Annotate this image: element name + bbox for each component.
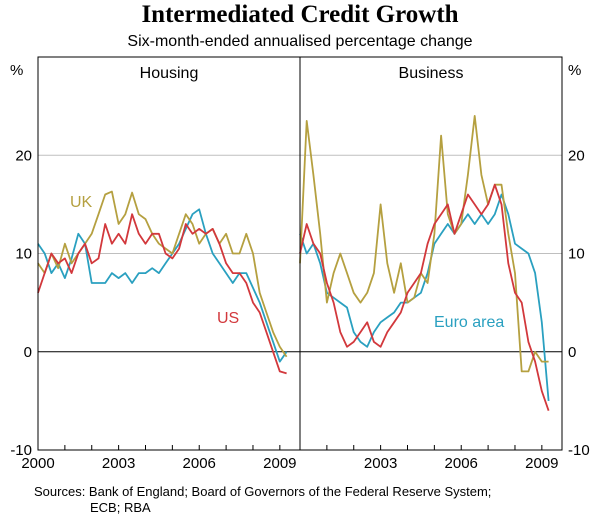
sources-line-1: Sources: Bank of England; Board of Gover… xyxy=(34,484,491,499)
sources-line-2: ECB; RBA xyxy=(90,500,151,515)
business-euro-line xyxy=(299,193,550,401)
x-tick-label: 2006 xyxy=(445,455,478,472)
x-tick-label: 2003 xyxy=(364,455,397,472)
x-tick-label: 2009 xyxy=(525,455,558,472)
business-us-line xyxy=(299,183,550,411)
housing-uk-line xyxy=(37,190,288,358)
x-tick-label: 2000 xyxy=(21,455,54,472)
y-tick-label-right: 10 xyxy=(568,246,585,263)
panel-title-business: Business xyxy=(399,65,464,82)
y-tick-label-right: 0 xyxy=(568,344,576,361)
y-tick-label-left: 10 xyxy=(15,246,32,263)
uk-label: UK xyxy=(70,194,93,211)
chart-title: Intermediated Credit Growth xyxy=(141,1,458,28)
y-unit-right: % xyxy=(568,62,581,79)
y-tick-label-right: 20 xyxy=(568,147,585,164)
panel-titles: Housing Business xyxy=(140,65,464,82)
y-tick-label-right: -10 xyxy=(568,442,590,459)
us-label: US xyxy=(217,310,239,327)
housing-euro-line xyxy=(37,208,288,363)
y-tick-label-left: 0 xyxy=(24,344,32,361)
y-tick-label-left: -10 xyxy=(10,442,32,459)
x-tick-label: 2009 xyxy=(263,455,296,472)
x-tick-label: 2003 xyxy=(102,455,135,472)
y-axis-ticks: -10 -10 0 0 10 10 20 20 xyxy=(10,147,589,459)
series-layer xyxy=(37,115,550,411)
x-axis-ticks: 2000 2003 2006 2009 2003 2006 2009 xyxy=(21,445,559,472)
housing-us-line xyxy=(37,213,287,375)
x-tick-label: 2006 xyxy=(183,455,216,472)
euro-area-label: Euro area xyxy=(434,314,504,331)
y-unit-left: % xyxy=(10,62,23,79)
y-tick-label-left: 20 xyxy=(15,147,32,164)
chart-subtitle: Six-month-ended annualised percentage ch… xyxy=(127,33,472,50)
panel-title-housing: Housing xyxy=(140,65,199,82)
business-uk-line xyxy=(299,115,549,373)
